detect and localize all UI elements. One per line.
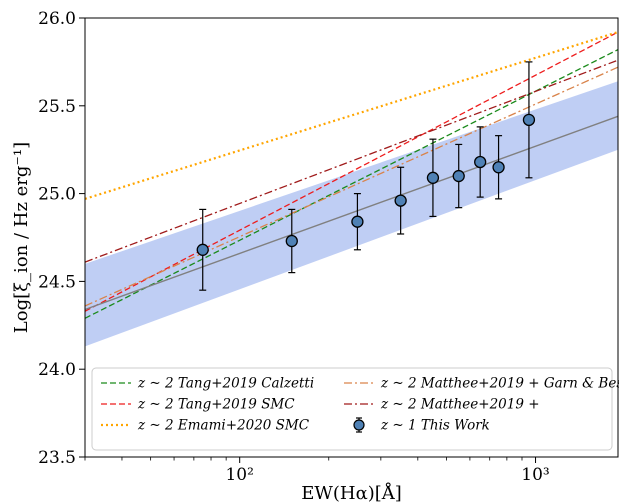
- x-axis-label: EW(Hα)[Å]: [301, 482, 402, 503]
- data-point: [196, 243, 209, 256]
- legend-label: z ~ 2 Tang+2019 SMC: [137, 397, 295, 413]
- data-point: [492, 161, 505, 174]
- legend-marker: [353, 419, 365, 431]
- legend-label: z ~ 2 Matthee+2019 +: [380, 397, 540, 413]
- plot-frame: [84, 17, 619, 458]
- y-tick-label: 23.5: [38, 448, 76, 468]
- data-point: [394, 194, 407, 207]
- x-tick-label: 10²: [225, 465, 253, 485]
- y-tick-label: 24.0: [38, 360, 76, 380]
- data-point: [452, 169, 465, 183]
- y-tick-label: 25.5: [38, 97, 76, 117]
- legend-label: z ~ 2 Emami+2020 SMC: [137, 418, 310, 434]
- data-points-layer: [196, 61, 536, 291]
- data-point: [474, 155, 487, 169]
- legend-box: [91, 367, 613, 451]
- x-tick-label: 10³: [521, 465, 549, 485]
- legend: z ~ 2 Tang+2019 Calzetti z ~ 2 Tang+2019 …: [91, 367, 619, 451]
- y-tick-label: 24.5: [38, 272, 76, 292]
- y-tick-label: 26.0: [38, 9, 76, 29]
- model-line-5: [84, 59, 619, 263]
- data-point: [522, 113, 536, 126]
- fit-line: [84, 115, 619, 311]
- data-point: [351, 215, 364, 228]
- data-point: [285, 234, 298, 248]
- confidence-band-layer: [85, 81, 618, 347]
- axis-ticks-layer: 23.5 24.0 24.5 25.0 25.5 26.0 10² 10³: [38, 9, 550, 485]
- model-line-2: [84, 31, 619, 312]
- model-line-3: [84, 30, 619, 200]
- y-axis-label: Log[ξ_ion / Hz erg⁻¹]: [11, 142, 32, 333]
- legend-label: z ~ 2 Tang+2019 Calzetti: [137, 376, 314, 392]
- y-tick-label: 25.0: [38, 185, 76, 205]
- legend-label: z ~ 1 This Work: [380, 418, 490, 434]
- data-point: [426, 171, 440, 184]
- model-line-4: [84, 66, 619, 307]
- legend-label: z ~ 2 Matthee+2019 + Garn & Best: [380, 376, 619, 392]
- confidence-band: [85, 81, 618, 347]
